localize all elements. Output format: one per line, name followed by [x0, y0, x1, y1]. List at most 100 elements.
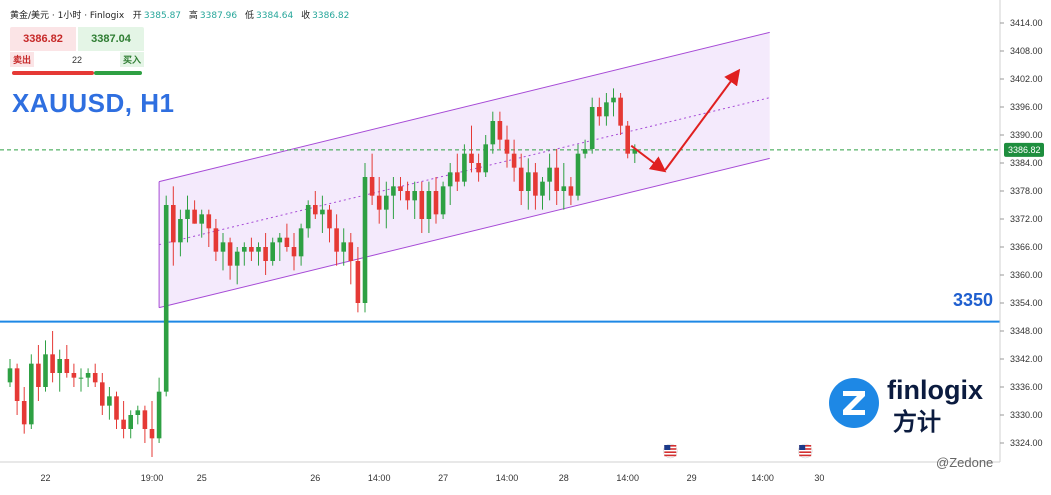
- projection-arrow-down: [630, 144, 667, 173]
- x-tick-label: 14:00: [751, 473, 774, 483]
- candle: [497, 111, 503, 149]
- candle-body: [348, 242, 354, 261]
- candle: [199, 209, 204, 238]
- candle-body: [419, 191, 425, 219]
- candle: [469, 125, 474, 173]
- y-tick-label: 3396.00: [1010, 102, 1043, 112]
- candle-body: [391, 186, 396, 196]
- x-tick-label: 27: [438, 473, 448, 483]
- candle: [298, 223, 304, 266]
- current-price-tag-label: 3386.82: [1008, 145, 1041, 155]
- y-tick-label: 3402.00: [1010, 74, 1043, 84]
- candle: [149, 401, 155, 457]
- candle: [604, 93, 609, 126]
- candle-body: [64, 359, 70, 373]
- candle: [426, 181, 432, 233]
- candle: [376, 177, 382, 224]
- candles: [7, 88, 638, 457]
- candle: [135, 405, 141, 425]
- sell-price-button[interactable]: 3386.82: [10, 27, 76, 51]
- candle-body: [163, 205, 169, 392]
- candle: [29, 354, 34, 429]
- candle-body: [114, 396, 119, 420]
- candle: [242, 242, 247, 266]
- candle-body: [142, 410, 148, 429]
- candle-body: [611, 97, 616, 103]
- candle: [85, 368, 91, 387]
- support-level-label: 3350: [953, 290, 994, 310]
- candle-body: [192, 209, 197, 224]
- candle: [597, 97, 602, 126]
- candle-body: [7, 368, 13, 383]
- candle-body: [43, 354, 48, 387]
- candle: [462, 144, 467, 187]
- candle: [348, 233, 354, 285]
- candle: [57, 349, 62, 392]
- candle: [178, 209, 183, 257]
- candle-body: [36, 363, 41, 387]
- candle: [334, 214, 339, 266]
- candle: [611, 88, 616, 117]
- candle: [369, 153, 375, 205]
- sell-button[interactable]: 卖出: [10, 52, 34, 67]
- candle: [547, 153, 552, 201]
- candle-body: [199, 214, 204, 224]
- candle-body: [234, 251, 240, 266]
- candle: [618, 93, 623, 135]
- candle-body: [589, 107, 595, 149]
- candle-body: [412, 191, 417, 201]
- chart-title: XAUUSD, H1: [12, 88, 175, 118]
- candle-body: [206, 214, 212, 229]
- candle: [419, 181, 425, 233]
- candle-body: [483, 144, 488, 173]
- y-tick-label: 3378.00: [1010, 186, 1043, 196]
- x-tick-label: 30: [814, 473, 824, 483]
- candle-body: [135, 410, 141, 415]
- candle-body: [625, 125, 630, 154]
- y-tick-label: 3360.00: [1010, 270, 1043, 280]
- candle-body: [220, 242, 226, 252]
- candle-body: [107, 396, 112, 406]
- buy-button[interactable]: 买入: [120, 52, 144, 67]
- projection-arrow-up: [664, 68, 741, 171]
- candle: [64, 345, 70, 378]
- candle-body: [497, 121, 503, 140]
- candle: [234, 247, 240, 285]
- buy-price-button[interactable]: 3387.04: [78, 27, 144, 51]
- candle-body: [597, 107, 602, 117]
- y-tick-label: 3324.00: [1010, 438, 1043, 448]
- finlogix-logo-icon: [829, 378, 879, 428]
- candle: [582, 139, 588, 159]
- candle-body: [291, 247, 297, 257]
- symbol-label: 黄金/美元 · 1小时 · Finlogix: [10, 11, 125, 21]
- candle-body: [362, 177, 368, 303]
- candle: [533, 163, 538, 210]
- candle: [511, 139, 517, 182]
- candle-body: [14, 368, 20, 401]
- channel-upper-line: [158, 31, 770, 183]
- candle-body: [540, 181, 545, 196]
- candle-body: [526, 172, 531, 191]
- candle: [526, 158, 531, 210]
- candle-body: [21, 401, 27, 425]
- candle-body: [29, 363, 34, 425]
- y-tick-label: 3408.00: [1010, 46, 1043, 56]
- candle-body: [334, 228, 339, 252]
- open-value: 3385.87: [143, 11, 182, 21]
- candle-body: [128, 415, 133, 429]
- candle: [78, 368, 84, 392]
- candle-body: [284, 237, 290, 247]
- y-tick-label: 3390.00: [1010, 130, 1043, 140]
- x-tick-label: 22: [40, 473, 50, 483]
- candle: [284, 223, 290, 252]
- candle-body: [341, 242, 346, 252]
- candle-body: [57, 359, 62, 373]
- candle-body: [178, 219, 183, 243]
- y-tick-label: 3384.00: [1010, 158, 1043, 168]
- candle: [412, 181, 417, 219]
- candle: [447, 163, 453, 205]
- high-value: 3387.96: [199, 11, 238, 21]
- candle-body: [156, 391, 162, 439]
- candle-body: [71, 373, 77, 378]
